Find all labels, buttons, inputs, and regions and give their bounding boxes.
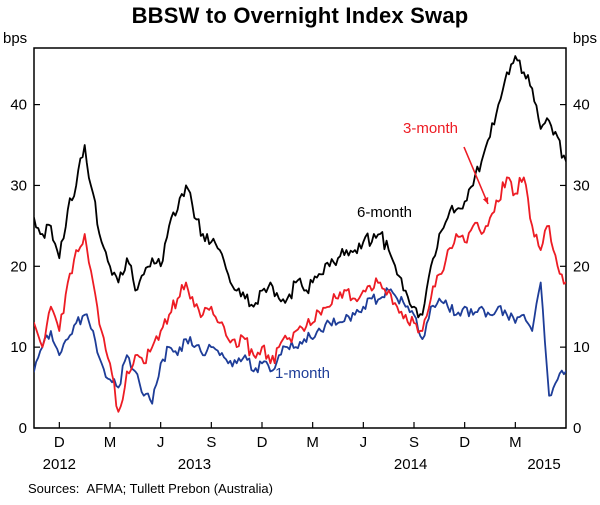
svg-text:D: D: [54, 434, 65, 451]
svg-text:20: 20: [10, 258, 27, 275]
svg-text:10: 10: [10, 339, 27, 356]
svg-text:J: J: [360, 434, 368, 451]
svg-text:2014: 2014: [394, 456, 427, 473]
svg-text:30: 30: [10, 177, 27, 194]
y-axis-unit-left: bps: [3, 30, 28, 47]
svg-text:30: 30: [573, 177, 590, 194]
svg-text:2012: 2012: [43, 456, 76, 473]
chart-title: BBSW to Overnight Index Swap: [131, 3, 469, 28]
svg-text:M: M: [509, 434, 522, 451]
svg-text:20: 20: [573, 258, 590, 275]
svg-text:M: M: [104, 434, 117, 451]
svg-text:2015: 2015: [527, 456, 560, 473]
svg-text:40: 40: [573, 97, 590, 114]
svg-text:0: 0: [573, 420, 581, 437]
svg-text:S: S: [409, 434, 419, 451]
svg-text:0: 0: [19, 420, 27, 437]
svg-text:J: J: [157, 434, 165, 451]
svg-text:D: D: [459, 434, 470, 451]
svg-text:2013: 2013: [178, 456, 211, 473]
sources-note: Sources: AFMA; Tullett Prebon (Australia…: [28, 481, 273, 496]
svg-text:10: 10: [573, 339, 590, 356]
series-label-6-month: 6-month: [357, 204, 413, 221]
svg-text:40: 40: [10, 97, 27, 114]
svg-text:M: M: [306, 434, 319, 451]
svg-text:S: S: [206, 434, 216, 451]
y-axis-unit-right: bps: [572, 30, 597, 47]
svg-text:D: D: [257, 434, 268, 451]
series-label-1-month: 1-month: [275, 365, 331, 382]
series-label-3-month: 3-month: [403, 120, 459, 137]
